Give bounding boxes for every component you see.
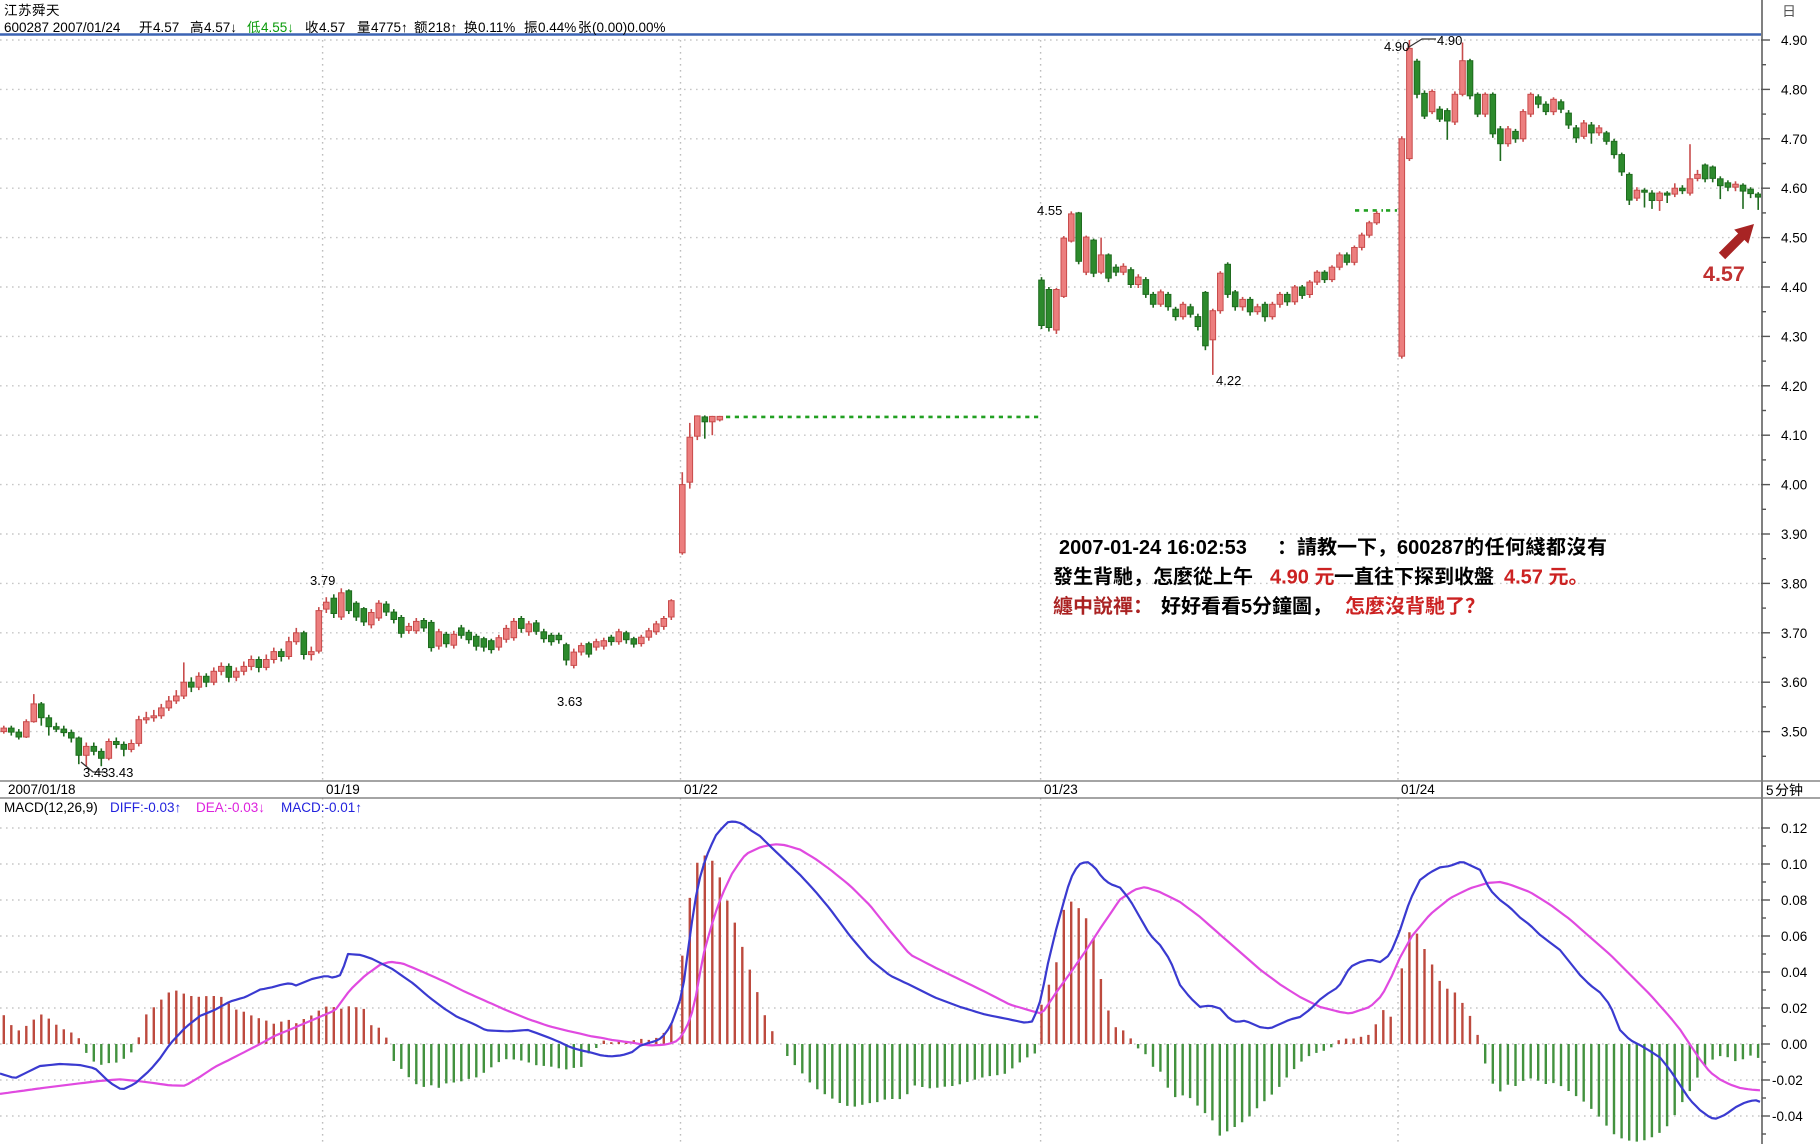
svg-text:4.55: 4.55 — [1037, 203, 1062, 218]
svg-text:3.60: 3.60 — [1781, 675, 1807, 690]
svg-text:01/22: 01/22 — [684, 782, 718, 797]
svg-text:4.55↓: 4.55↓ — [261, 20, 294, 35]
svg-text:01/23: 01/23 — [1044, 782, 1078, 797]
svg-text:4.90: 4.90 — [1437, 33, 1462, 48]
svg-text:4.50: 4.50 — [1781, 231, 1807, 246]
svg-text:DIFF:-0.03↑: DIFF:-0.03↑ — [110, 800, 181, 815]
svg-text:4.22: 4.22 — [1216, 373, 1241, 388]
svg-text:4.80: 4.80 — [1781, 82, 1807, 97]
svg-text:4.30: 4.30 — [1781, 329, 1807, 344]
svg-text:218↑: 218↑ — [428, 20, 457, 35]
svg-text:0.11%: 0.11% — [478, 20, 515, 35]
svg-text:4.10: 4.10 — [1781, 428, 1807, 443]
svg-text:4.90: 4.90 — [1384, 39, 1409, 54]
svg-text:MACD:-0.01↑: MACD:-0.01↑ — [281, 800, 362, 815]
svg-text:600287 2007/01/24: 600287 2007/01/24 — [4, 20, 121, 35]
svg-text:3.63: 3.63 — [557, 694, 582, 709]
svg-text:0.10: 0.10 — [1781, 857, 1807, 872]
svg-text:4.00: 4.00 — [1781, 478, 1807, 493]
svg-text:0.08: 0.08 — [1781, 893, 1807, 908]
svg-text:4.70: 4.70 — [1781, 132, 1807, 147]
svg-text:4775↑: 4775↑ — [371, 20, 408, 35]
svg-text:0.02: 0.02 — [1781, 1001, 1807, 1016]
svg-text:0.00: 0.00 — [1781, 1037, 1807, 1052]
svg-text:4.90: 4.90 — [1270, 567, 1309, 589]
svg-text:4.40: 4.40 — [1781, 280, 1807, 295]
svg-text:-0.02: -0.02 — [1772, 1073, 1803, 1088]
svg-text:4.57: 4.57 — [153, 20, 179, 35]
svg-text:4.57: 4.57 — [319, 20, 345, 35]
svg-text:4.90: 4.90 — [1781, 33, 1807, 48]
svg-text:2007/01/18: 2007/01/18 — [8, 782, 76, 797]
svg-text:-0.04: -0.04 — [1772, 1109, 1803, 1124]
svg-text:4.57: 4.57 — [1703, 262, 1745, 286]
svg-text:3.80: 3.80 — [1781, 576, 1807, 591]
svg-text:MACD(12,26,9): MACD(12,26,9) — [4, 800, 98, 815]
svg-text:DEA:-0.03↓: DEA:-0.03↓ — [196, 800, 265, 815]
svg-text:600287: 600287 — [1397, 537, 1464, 559]
svg-text:3.43: 3.43 — [108, 765, 133, 780]
svg-text:4.57: 4.57 — [1504, 567, 1543, 589]
svg-text:5: 5 — [1766, 783, 1774, 798]
svg-text:5: 5 — [1241, 596, 1252, 618]
svg-text:3.79: 3.79 — [310, 573, 335, 588]
svg-text:2007-01-24 16:02:53: 2007-01-24 16:02:53 — [1059, 537, 1247, 559]
svg-text:3.70: 3.70 — [1781, 626, 1807, 641]
svg-text:4.60: 4.60 — [1781, 181, 1807, 196]
svg-text:4.20: 4.20 — [1781, 379, 1807, 394]
svg-text:0.44%: 0.44% — [538, 20, 576, 35]
svg-text:(0.00)0.00%: (0.00)0.00% — [592, 20, 666, 35]
svg-text:0.12: 0.12 — [1781, 821, 1807, 836]
svg-text:0.06: 0.06 — [1781, 929, 1807, 944]
svg-text:0.04: 0.04 — [1781, 965, 1808, 980]
svg-text:4.57↓: 4.57↓ — [204, 20, 237, 35]
svg-text:01/24: 01/24 — [1401, 782, 1435, 797]
svg-text:3.90: 3.90 — [1781, 527, 1807, 542]
svg-text:3.43: 3.43 — [83, 765, 108, 780]
svg-text:01/19: 01/19 — [326, 782, 360, 797]
svg-text:3.50: 3.50 — [1781, 725, 1807, 740]
